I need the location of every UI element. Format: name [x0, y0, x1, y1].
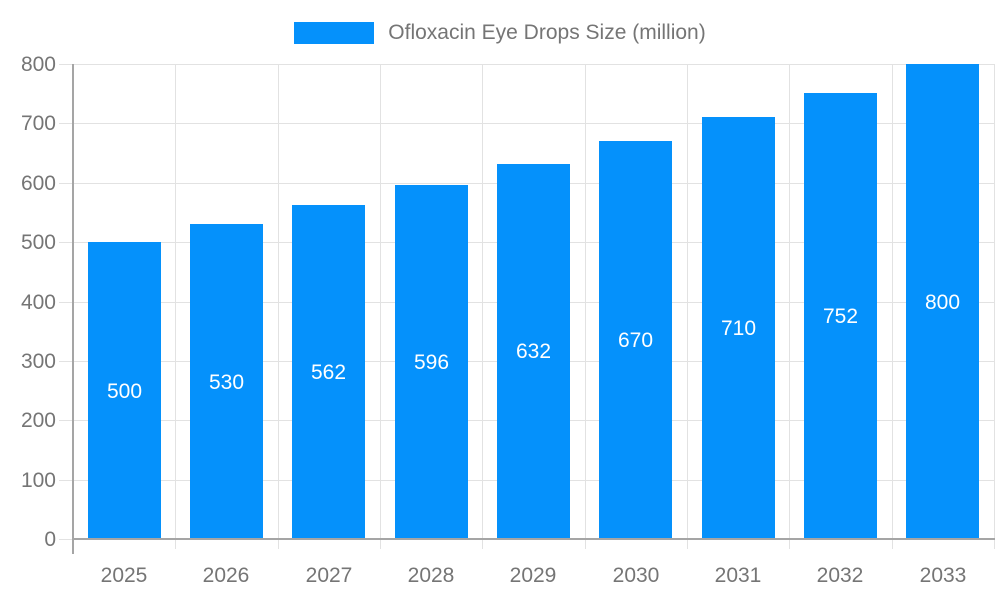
bar [599, 141, 672, 539]
bar-value-label: 752 [822, 305, 859, 328]
x-axis-tick-label: 2026 [202, 564, 250, 587]
x-axis-tick-label: 2033 [919, 564, 967, 587]
x-gridline [994, 64, 995, 549]
x-axis-tick-label: 2029 [509, 564, 557, 587]
bar [804, 93, 877, 540]
bar-value-label: 710 [720, 317, 757, 340]
legend-label: Ofloxacin Eye Drops Size (million) [388, 21, 706, 44]
bar [190, 224, 263, 539]
bar [395, 185, 468, 539]
y-axis-tick [59, 183, 73, 184]
y-axis-tick-label: 500 [20, 231, 56, 254]
y-axis-tick-label: 800 [20, 53, 56, 76]
y-axis-tick-label: 400 [20, 291, 56, 314]
y-axis-tick-label: 0 [44, 528, 56, 551]
y-axis-tick-label: 700 [20, 112, 56, 135]
bar-value-label: 596 [413, 351, 450, 374]
x-gridline [585, 64, 586, 549]
bar-value-label: 530 [208, 371, 245, 394]
y-gridline [73, 64, 994, 65]
bar [702, 117, 775, 539]
bar-value-label: 500 [106, 380, 143, 403]
y-axis-tick [59, 242, 73, 243]
y-axis-tick-label: 300 [20, 350, 56, 373]
x-gridline [687, 64, 688, 549]
x-axis-line [72, 538, 995, 540]
y-axis-tick [59, 480, 73, 481]
y-axis-tick [59, 420, 73, 421]
y-axis-tick-label: 100 [20, 469, 56, 492]
x-axis-tick-label: 2027 [305, 564, 353, 587]
bar [88, 242, 161, 539]
y-axis-tick-label: 600 [20, 172, 56, 195]
x-gridline [175, 64, 176, 549]
y-axis-tick [59, 64, 73, 65]
bar [292, 205, 365, 539]
bar-value-label: 670 [617, 329, 654, 352]
bar-value-label: 562 [310, 361, 347, 384]
x-gridline [380, 64, 381, 549]
x-axis-tick-label: 2025 [100, 564, 148, 587]
x-gridline [892, 64, 893, 549]
y-axis-tick [59, 123, 73, 124]
x-axis-tick-label: 2030 [612, 564, 660, 587]
x-axis-tick-label: 2032 [816, 564, 864, 587]
y-axis-tick-label: 200 [20, 409, 56, 432]
x-gridline [482, 64, 483, 549]
bar-value-label: 632 [515, 340, 552, 363]
y-axis-line [72, 64, 74, 554]
y-axis-tick [59, 302, 73, 303]
bar [497, 164, 570, 539]
legend-swatch [294, 22, 375, 44]
x-axis-tick-label: 2031 [714, 564, 762, 587]
bar [906, 64, 979, 539]
y-axis-tick [59, 539, 73, 540]
y-axis-tick [59, 361, 73, 362]
y-gridline [73, 123, 994, 124]
chart-legend-item[interactable]: Ofloxacin Eye Drops Size (million) [0, 18, 1000, 48]
bar-value-label: 800 [924, 291, 961, 314]
x-gridline [278, 64, 279, 549]
x-gridline [789, 64, 790, 549]
x-axis-tick-label: 2028 [407, 564, 455, 587]
